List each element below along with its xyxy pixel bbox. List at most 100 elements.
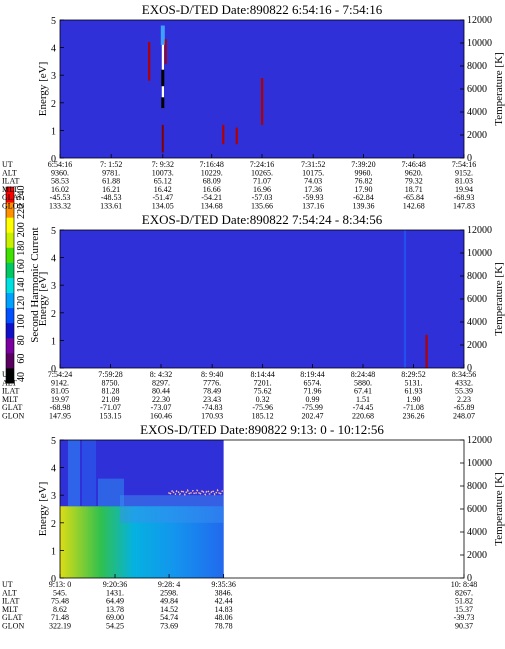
y2-tick-label: 10000: [467, 248, 492, 259]
table-cell: 81.03: [455, 177, 473, 186]
colorbar: 40 60 80 100 120 140 160 180 200 220 240 Second Har…: [5, 186, 41, 384]
y2-tick-label: 8000: [467, 61, 487, 72]
table-cell: 4332.: [455, 378, 473, 387]
table-cell: 18.71: [405, 185, 423, 194]
table-cell: 10229.: [201, 168, 223, 177]
table-cell: 220.68: [352, 412, 374, 421]
spectral-feature: [160, 25, 165, 45]
table-cell: -59.93: [303, 193, 324, 202]
table-cell: 58.53: [51, 177, 69, 186]
table-cell: -54.21: [201, 193, 222, 202]
table-cell: 137.16: [302, 202, 324, 211]
table-cell: 64.49: [106, 597, 124, 606]
y2-tick-label: 2000: [467, 550, 487, 561]
table-cell: 48.06: [215, 613, 233, 622]
table-cell: 9620.: [405, 168, 423, 177]
y2-tick-label: 2000: [467, 130, 487, 141]
flux-spike: [68, 440, 80, 507]
y2-tick-label: 6000: [467, 84, 487, 95]
y2-tick-label: 12000: [467, 435, 492, 446]
colorbar-swatch: [6, 292, 14, 309]
table-cell: 7776.: [203, 378, 221, 387]
y-tick-label: 4: [51, 44, 56, 55]
spectral-feature: [425, 334, 428, 368]
flux-spike: [82, 440, 96, 507]
table-cell: 9:28: 4: [158, 580, 180, 589]
table-cell: 0.32: [256, 395, 270, 404]
flux-band: [98, 478, 124, 507]
table-cell: 0.99: [306, 395, 320, 404]
y2-tick-label: 12000: [467, 15, 492, 26]
y2-tick-label: 12000: [467, 225, 492, 236]
table-cell: 54.74: [160, 613, 178, 622]
table-row-label: GLAT: [2, 403, 23, 412]
table-cell: 75.48: [51, 597, 69, 606]
table-cell: 7:31:52: [301, 160, 325, 169]
table-row-label: GLON: [2, 412, 24, 421]
y-tick-label: 0: [51, 364, 56, 375]
table-cell: 49.84: [160, 597, 178, 606]
table-cell: 134.05: [152, 202, 174, 211]
table-cell: 7: 1:52: [100, 160, 122, 169]
chart-panel-2: EXOS-D/TED Date:890822 7:54:24 - 8:34:56…: [2, 212, 505, 421]
y2-tick-label: 4000: [467, 317, 487, 328]
y2-axis-label: Temperature [K]: [493, 262, 505, 335]
table-cell: 7:59:28: [98, 370, 122, 379]
table-cell: -71.08: [403, 403, 424, 412]
table-cell: 79.32: [405, 177, 423, 186]
table-cell: 8267.: [455, 588, 473, 597]
colorbar-frame: [5, 186, 15, 384]
table-cell: 61.88: [102, 177, 120, 186]
table-cell: 8297.: [152, 378, 170, 387]
table-cell: -74.45: [353, 403, 374, 412]
mid-energy-flux: [120, 495, 224, 523]
colorbar-tick-label: 40: [16, 372, 27, 382]
table-cell: -74.83: [202, 403, 223, 412]
table-cell: 78.49: [203, 387, 221, 396]
table-cell: 7:54:24: [48, 370, 72, 379]
y-tick-label: 0: [51, 574, 56, 585]
table-cell: -71.07: [100, 403, 121, 412]
table-cell: 7:16:48: [199, 160, 223, 169]
table-cell: 81.05: [51, 387, 69, 396]
table-cell: 78.78: [215, 622, 233, 631]
colorbar-swatch: [6, 277, 14, 294]
colorbar-tick-label: 80: [16, 335, 27, 345]
colorbar-swatch: [6, 322, 14, 339]
table-cell: -45.53: [50, 193, 71, 202]
table-cell: 14.52: [160, 605, 178, 614]
table-cell: 236.26: [403, 412, 425, 421]
table-cell: -75.99: [302, 403, 323, 412]
table-cell: -75.96: [252, 403, 273, 412]
table-row-label: GLON: [2, 622, 24, 631]
chart-title: EXOS-D/TED Date:890822 6:54:16 - 7:54:16: [142, 2, 383, 17]
colorbar-tick-label: 200: [16, 222, 27, 237]
table-cell: 139.36: [352, 202, 374, 211]
colorbar-tick-label: 60: [16, 354, 27, 364]
table-cell: 1.90: [407, 395, 421, 404]
chart-panel-3: EXOS-D/TED Date:890822 9:13: 0 - 10:12:5…: [2, 422, 505, 631]
table-cell: 160.46: [150, 412, 172, 421]
table-cell: -68.93: [454, 193, 475, 202]
colorbar-tick-label: 240: [16, 186, 27, 201]
y2-tick-label: 0: [467, 153, 472, 164]
table-cell: 81.28: [102, 387, 120, 396]
y-tick-label: 4: [51, 254, 56, 265]
table-cell: 135.66: [251, 202, 273, 211]
plot-background: [60, 230, 464, 368]
y-axis-label: Energy [eV]: [37, 482, 49, 536]
table-row-label: ALT: [2, 168, 17, 177]
table-cell: 2598.: [160, 588, 178, 597]
table-cell: 16.96: [253, 185, 271, 194]
colorbar-swatch: [6, 262, 14, 278]
table-cell: 1.51: [356, 395, 370, 404]
table-cell: 19.97: [51, 395, 69, 404]
table-cell: 7:39:20: [351, 160, 375, 169]
table-cell: 73.69: [160, 622, 178, 631]
colorbar-swatch: [6, 217, 14, 233]
y-tick-label: 4: [51, 464, 56, 475]
colorbar-swatch: [6, 187, 14, 203]
y-tick-label: 1: [51, 126, 56, 137]
table-cell: 17.90: [354, 185, 372, 194]
table-cell: 9360.: [51, 168, 69, 177]
